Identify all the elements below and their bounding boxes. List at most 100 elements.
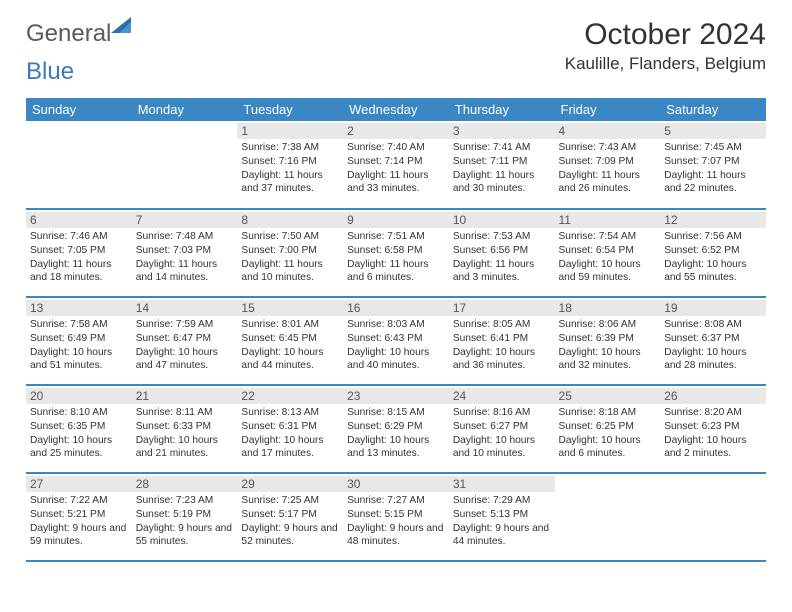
day-detail-line: Sunset: 7:00 PM	[241, 244, 339, 258]
day-detail-line: Sunrise: 7:56 AM	[664, 230, 762, 244]
day-detail-line: Sunset: 6:23 PM	[664, 420, 762, 434]
day-detail-line: Sunset: 6:45 PM	[241, 332, 339, 346]
day-detail-line: Sunset: 5:19 PM	[136, 508, 234, 522]
calendar-day-cell: 14Sunrise: 7:59 AMSunset: 6:47 PMDayligh…	[132, 297, 238, 385]
day-details: Sunrise: 8:13 AMSunset: 6:31 PMDaylight:…	[241, 406, 339, 461]
day-detail-line: Sunset: 6:58 PM	[347, 244, 445, 258]
calendar-day-cell: 19 Sunrise: 8:08 AMSunset: 6:37 PMDayligh…	[660, 297, 766, 385]
weekday-header: Wednesday	[343, 98, 449, 121]
calendar-day-cell: 13Sunrise: 7:58 AMSunset: 6:49 PMDayligh…	[26, 297, 132, 385]
day-number: 1	[237, 123, 343, 139]
day-detail-line: Sunset: 7:05 PM	[30, 244, 128, 258]
day-number: 28	[132, 476, 238, 492]
day-detail-line: Sunset: 5:13 PM	[453, 508, 551, 522]
day-detail-line: Daylight: 10 hours and 28 minutes.	[664, 346, 762, 374]
day-details: Sunrise: 8:15 AMSunset: 6:29 PMDaylight:…	[347, 406, 445, 461]
day-details: Sunrise: 7:25 AMSunset: 5:17 PMDaylight:…	[241, 494, 339, 549]
day-number: 24	[449, 388, 555, 404]
calendar-table: Sunday Monday Tuesday Wednesday Thursday…	[26, 98, 766, 562]
calendar-day-cell: 27Sunrise: 7:22 AMSunset: 5:21 PMDayligh…	[26, 473, 132, 561]
day-detail-line: Sunrise: 7:46 AM	[30, 230, 128, 244]
day-details: Sunrise: 7:45 AMSunset: 7:07 PMDaylight:…	[664, 141, 762, 196]
day-number: 18	[555, 300, 661, 316]
day-detail-line: Daylight: 11 hours and 3 minutes.	[453, 258, 551, 286]
day-detail-line: Sunset: 6:56 PM	[453, 244, 551, 258]
day-detail-line: Daylight: 10 hours and 17 minutes.	[241, 434, 339, 462]
day-detail-line: Daylight: 10 hours and 32 minutes.	[559, 346, 657, 374]
weekday-header: Saturday	[660, 98, 766, 121]
day-detail-line: Sunrise: 7:53 AM	[453, 230, 551, 244]
day-detail-line: Sunset: 7:14 PM	[347, 155, 445, 169]
calendar-day-cell: 21Sunrise: 8:11 AMSunset: 6:33 PMDayligh…	[132, 385, 238, 473]
day-details: Sunrise: 7:53 AMSunset: 6:56 PMDaylight:…	[453, 230, 551, 285]
month-title: October 2024	[565, 18, 766, 52]
logo-sail-icon	[111, 17, 133, 40]
calendar-day-cell	[660, 473, 766, 561]
day-detail-line: Sunrise: 8:10 AM	[30, 406, 128, 420]
day-detail-line: Sunset: 5:21 PM	[30, 508, 128, 522]
day-details: Sunrise: 7:54 AMSunset: 6:54 PMDaylight:…	[559, 230, 657, 285]
calendar-day-cell: 5 Sunrise: 7:45 AMSunset: 7:07 PMDaylight…	[660, 121, 766, 209]
logo-text-blue: Blue	[26, 58, 74, 85]
calendar-day-cell: 2Sunrise: 7:40 AMSunset: 7:14 PMDaylight…	[343, 121, 449, 209]
day-detail-line: Daylight: 11 hours and 37 minutes.	[241, 169, 339, 197]
calendar-page: General October 2024 Kaulille, Flanders,…	[0, 0, 792, 572]
day-detail-line: Daylight: 10 hours and 10 minutes.	[453, 434, 551, 462]
day-number: 7	[132, 212, 238, 228]
day-details: Sunrise: 8:20 AMSunset: 6:23 PMDaylight:…	[664, 406, 762, 461]
day-detail-line: Sunrise: 7:43 AM	[559, 141, 657, 155]
day-number: 5	[660, 123, 766, 139]
day-details: Sunrise: 7:46 AMSunset: 7:05 PMDaylight:…	[30, 230, 128, 285]
day-detail-line: Sunrise: 7:23 AM	[136, 494, 234, 508]
day-detail-line: Daylight: 10 hours and 51 minutes.	[30, 346, 128, 374]
day-details: Sunrise: 8:16 AMSunset: 6:27 PMDaylight:…	[453, 406, 551, 461]
day-details: Sunrise: 7:51 AMSunset: 6:58 PMDaylight:…	[347, 230, 445, 285]
calendar-day-cell	[132, 121, 238, 209]
day-detail-line: Sunrise: 8:01 AM	[241, 318, 339, 332]
day-detail-line: Daylight: 9 hours and 48 minutes.	[347, 522, 445, 550]
day-details: Sunrise: 7:58 AMSunset: 6:49 PMDaylight:…	[30, 318, 128, 373]
day-number: 19	[660, 300, 766, 316]
day-detail-line: Daylight: 10 hours and 40 minutes.	[347, 346, 445, 374]
day-detail-line: Sunrise: 8:03 AM	[347, 318, 445, 332]
calendar-day-cell: 3 Sunrise: 7:41 AMSunset: 7:11 PMDaylight…	[449, 121, 555, 209]
logo: General	[26, 18, 137, 46]
day-details: Sunrise: 7:38 AMSunset: 7:16 PMDaylight:…	[241, 141, 339, 196]
day-detail-line: Sunrise: 8:13 AM	[241, 406, 339, 420]
day-number: 20	[26, 388, 132, 404]
day-detail-line: Sunrise: 7:59 AM	[136, 318, 234, 332]
day-detail-line: Daylight: 9 hours and 52 minutes.	[241, 522, 339, 550]
calendar-week-row: 1 Sunrise: 7:38 AMSunset: 7:16 PMDaylight…	[26, 121, 766, 209]
day-detail-line: Daylight: 10 hours and 59 minutes.	[559, 258, 657, 286]
day-details: Sunrise: 7:41 AMSunset: 7:11 PMDaylight:…	[453, 141, 551, 196]
day-detail-line: Sunset: 6:37 PM	[664, 332, 762, 346]
day-number: 10	[449, 212, 555, 228]
calendar-day-cell: 16Sunrise: 8:03 AMSunset: 6:43 PMDayligh…	[343, 297, 449, 385]
day-detail-line: Sunset: 6:31 PM	[241, 420, 339, 434]
day-detail-line: Sunrise: 8:08 AM	[664, 318, 762, 332]
day-number: 11	[555, 212, 661, 228]
day-detail-line: Daylight: 10 hours and 21 minutes.	[136, 434, 234, 462]
day-details: Sunrise: 7:27 AMSunset: 5:15 PMDaylight:…	[347, 494, 445, 549]
day-detail-line: Sunset: 7:03 PM	[136, 244, 234, 258]
day-details: Sunrise: 7:50 AMSunset: 7:00 PMDaylight:…	[241, 230, 339, 285]
day-detail-line: Sunset: 6:54 PM	[559, 244, 657, 258]
weekday-header: Tuesday	[237, 98, 343, 121]
day-number: 12	[660, 212, 766, 228]
day-details: Sunrise: 7:43 AMSunset: 7:09 PMDaylight:…	[559, 141, 657, 196]
day-details: Sunrise: 7:56 AMSunset: 6:52 PMDaylight:…	[664, 230, 762, 285]
day-details: Sunrise: 8:10 AMSunset: 6:35 PMDaylight:…	[30, 406, 128, 461]
day-number: 31	[449, 476, 555, 492]
day-detail-line: Sunset: 6:41 PM	[453, 332, 551, 346]
day-detail-line: Sunrise: 7:58 AM	[30, 318, 128, 332]
day-number: 3	[449, 123, 555, 139]
calendar-day-cell	[555, 473, 661, 561]
calendar-day-cell: 15Sunrise: 8:01 AMSunset: 6:45 PMDayligh…	[237, 297, 343, 385]
calendar-day-cell: 10 Sunrise: 7:53 AMSunset: 6:56 PMDayligh…	[449, 209, 555, 297]
calendar-day-cell: 28Sunrise: 7:23 AMSunset: 5:19 PMDayligh…	[132, 473, 238, 561]
day-details: Sunrise: 7:22 AMSunset: 5:21 PMDaylight:…	[30, 494, 128, 549]
day-detail-line: Sunset: 6:49 PM	[30, 332, 128, 346]
day-detail-line: Sunset: 7:11 PM	[453, 155, 551, 169]
day-details: Sunrise: 8:03 AMSunset: 6:43 PMDaylight:…	[347, 318, 445, 373]
calendar-day-cell: 18Sunrise: 8:06 AMSunset: 6:39 PMDayligh…	[555, 297, 661, 385]
